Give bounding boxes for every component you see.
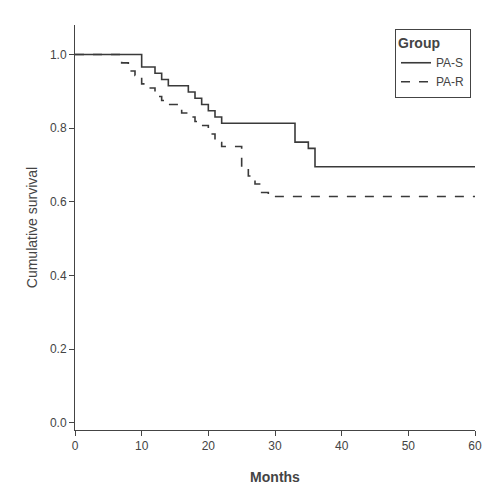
- svg-text:PA-R: PA-R: [436, 75, 464, 89]
- svg-text:50: 50: [402, 439, 416, 453]
- svg-text:Group: Group: [398, 35, 440, 51]
- svg-text:30: 30: [268, 439, 282, 453]
- svg-text:Cumulative survival: Cumulative survival: [24, 167, 40, 288]
- svg-text:0.4: 0.4: [50, 269, 67, 283]
- svg-text:0.6: 0.6: [50, 195, 67, 209]
- svg-text:40: 40: [335, 439, 349, 453]
- svg-text:10: 10: [135, 439, 149, 453]
- svg-text:0.8: 0.8: [50, 121, 67, 135]
- svg-text:0: 0: [72, 439, 79, 453]
- svg-text:0.2: 0.2: [50, 342, 67, 356]
- svg-text:20: 20: [202, 439, 216, 453]
- svg-text:1.0: 1.0: [50, 48, 67, 62]
- svg-text:60: 60: [468, 439, 482, 453]
- svg-text:PA-S: PA-S: [436, 56, 463, 70]
- svg-text:0.0: 0.0: [50, 416, 67, 430]
- svg-text:Months: Months: [250, 469, 300, 485]
